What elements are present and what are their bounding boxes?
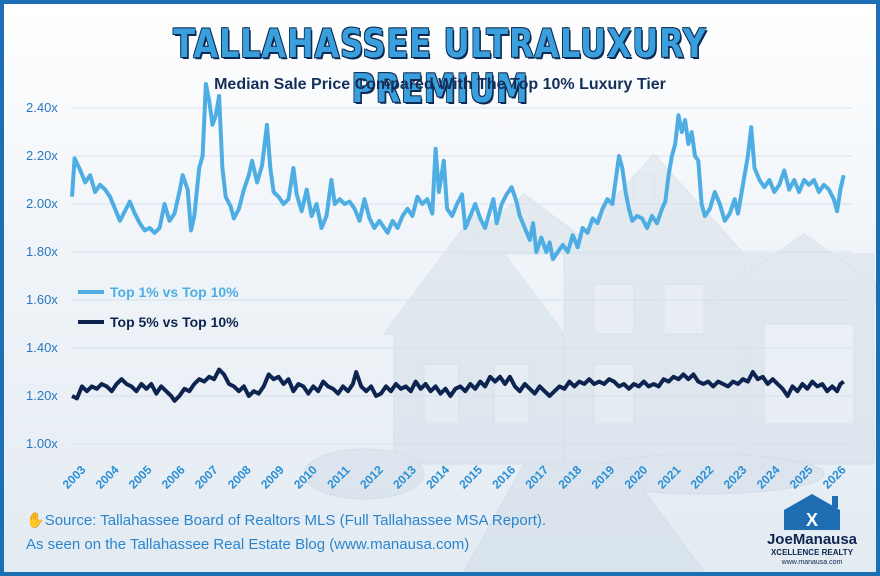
x-tick-label: 2008 <box>225 463 254 492</box>
x-tick-label: 2005 <box>126 463 155 492</box>
legend-label-top1: Top 1% vs Top 10% <box>110 284 239 300</box>
line-chart: 1.00x 1.20x 1.40x 1.60x 1.80x 2.00x 2.20x 2.40x… <box>26 82 852 492</box>
x-tick-label: 2019 <box>589 463 618 492</box>
x-tick-label: 2016 <box>489 463 518 492</box>
svg-text:www.manausa.com: www.manausa.com <box>781 559 843 566</box>
x-tick-label: 2012 <box>357 463 386 492</box>
hand-wave-icon: ✋ <box>26 512 45 529</box>
x-tick-label: 2003 <box>60 463 89 492</box>
x-tick-label: 2023 <box>721 463 750 492</box>
x-tick-label: 2020 <box>622 463 651 492</box>
joe-manausa-logo: X JoeManausa XCELLENCE REALTY www.manaus… <box>767 494 858 566</box>
svg-text:JoeManausa: JoeManausa <box>767 531 858 548</box>
house-background-illustration <box>303 153 876 572</box>
x-tick-label: 2009 <box>258 463 287 492</box>
y-tick-label: 1.40x <box>26 340 58 355</box>
source-note: ✋Source: Tallahassee Board of Realtors M… <box>26 509 546 557</box>
x-tick-label: 2004 <box>93 463 122 492</box>
x-tick-label: 2006 <box>159 463 188 492</box>
x-tick-label: 2014 <box>423 463 452 492</box>
x-tick-label: 2015 <box>456 463 485 492</box>
legend-swatch-top5 <box>78 320 104 324</box>
y-tick-label: 1.20x <box>26 388 58 403</box>
source-line-2: As seen on the Tallahassee Real Estate B… <box>26 536 470 553</box>
svg-text:X: X <box>806 510 818 530</box>
svg-text:XCELLENCE REALTY: XCELLENCE REALTY <box>771 548 854 557</box>
x-tick-label: 2018 <box>556 463 585 492</box>
legend-item-top5: Top 5% vs Top 10% <box>78 314 239 330</box>
x-tick-label: 2010 <box>291 463 320 492</box>
y-tick-label: 1.60x <box>26 292 58 307</box>
x-tick-label: 2024 <box>754 463 783 492</box>
background <box>4 4 876 572</box>
legend-swatch-top1 <box>78 290 104 294</box>
chart-title: TALLAHASSEE ULTRALUXURY PREMIUM <box>173 22 707 112</box>
x-tick-label: 2021 <box>655 463 684 492</box>
x-tick-label: 2013 <box>390 463 419 492</box>
y-tick-label: 2.00x <box>26 196 58 211</box>
y-tick-label: 2.20x <box>26 148 58 163</box>
x-tick-label: 2017 <box>522 463 551 492</box>
y-tick-label: 2.40x <box>26 100 58 115</box>
chart-subtitle: Median Sale Price Compared With The Top … <box>214 76 666 93</box>
legend-label-top5: Top 5% vs Top 10% <box>110 314 239 330</box>
x-tick-label: 2011 <box>324 463 353 492</box>
source-line-1: ✋Source: Tallahassee Board of Realtors M… <box>26 509 546 533</box>
source-text: Source: Tallahassee Board of Realtors ML… <box>44 512 547 529</box>
x-tick-label: 2025 <box>787 463 816 492</box>
series-line-top1 <box>70 82 846 262</box>
y-tick-label: 1.00x <box>26 436 58 451</box>
x-tick-label: 2026 <box>820 463 849 492</box>
legend-item-top1: Top 1% vs Top 10% <box>78 284 239 300</box>
x-tick-label: 2022 <box>688 463 717 492</box>
x-tick-label: 2007 <box>192 463 221 492</box>
y-tick-label: 1.80x <box>26 244 58 259</box>
series-line-top5 <box>71 367 845 403</box>
